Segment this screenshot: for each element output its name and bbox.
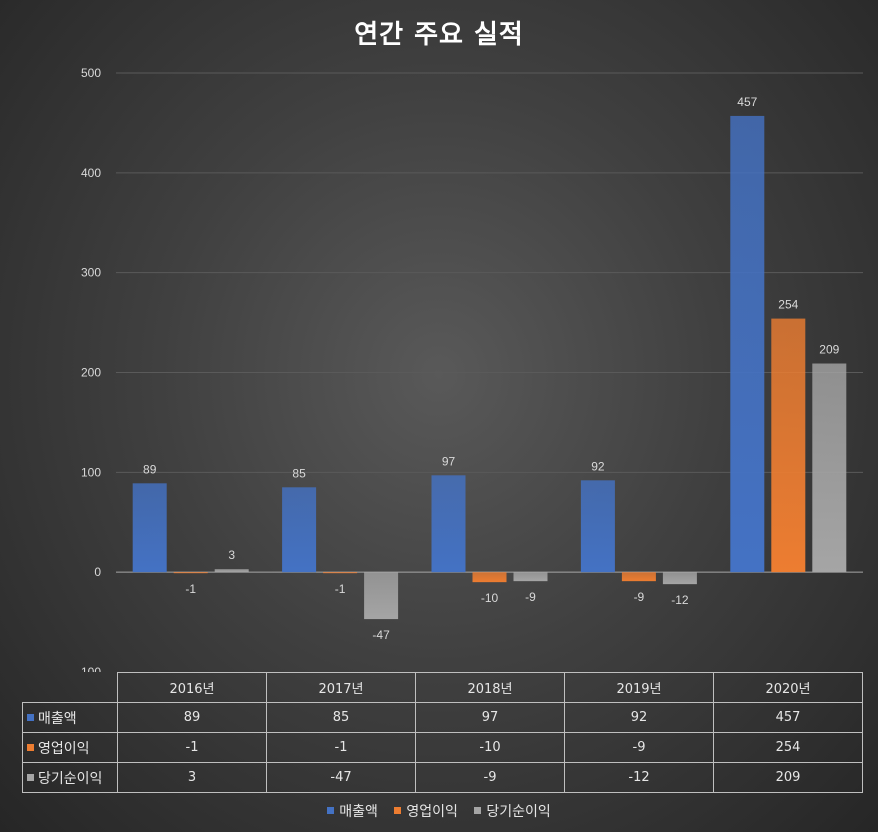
bar <box>431 475 466 573</box>
data-table-category: 2020년 <box>713 672 863 703</box>
data-table-cell: 92 <box>564 702 714 733</box>
legend-swatch <box>394 807 402 814</box>
bar <box>580 480 615 573</box>
data-label: 97 <box>442 454 456 468</box>
data-table-cell: 85 <box>266 702 416 733</box>
data-label: -9 <box>525 590 536 604</box>
data-label: -9 <box>634 590 645 604</box>
data-table-cell: 457 <box>713 702 863 733</box>
data-label: 457 <box>737 95 757 109</box>
data-table-cell: 89 <box>117 702 267 733</box>
data-table-category: 2016년 <box>117 672 267 703</box>
data-table-cell: -47 <box>266 762 416 793</box>
series-key-swatch <box>27 713 34 721</box>
legend-swatch <box>474 807 482 814</box>
data-table-series-label: 매출액 <box>22 702 118 733</box>
legend-swatch <box>327 807 335 814</box>
bar <box>472 572 507 583</box>
series-key-swatch <box>27 743 34 751</box>
data-table-category: 2017년 <box>266 672 416 703</box>
legend-label: 영업이익 <box>406 804 458 820</box>
y-tick-label: 300 <box>81 266 101 280</box>
y-tick-label: 200 <box>81 366 101 380</box>
legend-item: 당기순이익 <box>474 801 551 821</box>
data-label: -10 <box>481 591 499 605</box>
data-table-category: 2019년 <box>564 672 714 703</box>
bar <box>323 572 358 574</box>
bar <box>513 572 548 582</box>
legend-item: 영업이익 <box>394 801 458 821</box>
series-name: 당기순이익 <box>38 770 103 787</box>
data-table: 2016년 2017년 2018년 2019년 2020년 매출액 89 85 … <box>22 672 863 793</box>
bar <box>621 572 656 582</box>
bar <box>282 487 317 573</box>
data-label: -1 <box>185 582 196 596</box>
data-table-cell: -1 <box>266 732 416 763</box>
data-table-cell: 3 <box>117 762 267 793</box>
chart-legend: 매출액 영업이익 당기순이익 <box>0 801 878 821</box>
y-tick-label: 400 <box>81 166 101 180</box>
y-tick-label: -100 <box>77 665 101 672</box>
y-tick-label: 0 <box>94 565 101 579</box>
bar <box>132 483 167 573</box>
y-tick-label: 500 <box>81 66 101 80</box>
legend-label: 매출액 <box>339 804 378 820</box>
bar <box>730 115 765 573</box>
bar <box>771 318 806 573</box>
y-tick-label: 100 <box>81 465 101 479</box>
bar <box>812 363 847 573</box>
data-table-category: 2018년 <box>415 672 565 703</box>
data-table-cell: 254 <box>713 732 863 763</box>
chart-title: 연간 주요 실적 <box>354 20 524 50</box>
bar <box>364 572 399 620</box>
data-label: 209 <box>819 343 839 357</box>
data-table-cell: -9 <box>564 732 714 763</box>
data-table-series-label: 당기순이익 <box>22 762 118 793</box>
bar <box>662 572 697 585</box>
data-table-cell: -10 <box>415 732 565 763</box>
data-table-header-row: 2016년 2017년 2018년 2019년 2020년 <box>22 672 863 703</box>
series-name: 영업이익 <box>38 740 90 757</box>
data-label: 89 <box>143 462 157 476</box>
data-table-corner <box>22 672 118 703</box>
data-table-cell: 209 <box>713 762 863 793</box>
bar <box>173 572 208 574</box>
data-label: 3 <box>228 548 235 562</box>
data-table-row: 매출액 89 85 97 92 457 <box>22 702 863 733</box>
data-table-cell: 97 <box>415 702 565 733</box>
data-table-row: 당기순이익 3 -47 -9 -12 209 <box>22 762 863 793</box>
legend-label: 당기순이익 <box>486 804 551 820</box>
legend-item: 매출액 <box>327 801 378 821</box>
bar <box>214 569 249 573</box>
data-label: 92 <box>591 459 605 473</box>
data-label: -12 <box>671 593 689 607</box>
data-label: -1 <box>335 582 346 596</box>
data-table-series-label: 영업이익 <box>22 732 118 763</box>
data-table-cell: -9 <box>415 762 565 793</box>
series-name: 매출액 <box>38 710 77 727</box>
series-key-swatch <box>27 773 34 781</box>
bar-chart: -100 0 100 200 300 400 500 89 -1 3 85 -1 -47 97 -10 -9 9… <box>77 66 863 672</box>
data-table-cell: -12 <box>564 762 714 793</box>
data-table-row: 영업이익 -1 -1 -10 -9 254 <box>22 732 863 763</box>
data-label: -47 <box>372 628 390 642</box>
data-table-cell: -1 <box>117 732 267 763</box>
data-label: 254 <box>778 298 798 312</box>
data-label: 85 <box>292 466 306 480</box>
